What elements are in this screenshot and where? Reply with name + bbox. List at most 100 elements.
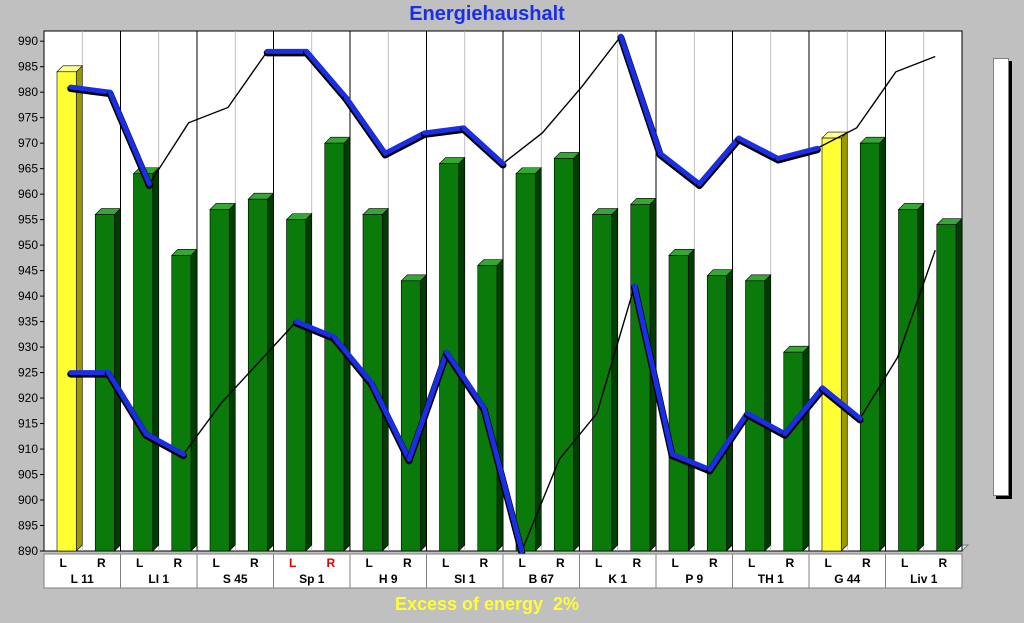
y-tick-label: 970: [18, 136, 38, 150]
y-tick-label: 980: [18, 85, 38, 99]
series-2-ribbon: [406, 349, 450, 462]
bar-side: [534, 167, 542, 552]
y-tick-label: 940: [18, 289, 38, 303]
series-2-ribbon: [782, 385, 825, 437]
bar-side: [611, 207, 619, 552]
bar-side: [726, 268, 733, 552]
bar-th-1-r: [783, 345, 810, 552]
bar-face: [515, 173, 536, 552]
bar-b-67-r: [553, 151, 581, 552]
x-side-label: L: [136, 556, 143, 570]
series-2-ribbon: [444, 349, 487, 411]
series-1-ribbon: [618, 33, 663, 156]
bar-side: [267, 192, 274, 552]
bar-s-45-l: [209, 202, 236, 552]
bar-face: [56, 71, 77, 552]
bar-li-1-r: [171, 248, 198, 552]
bar-face: [553, 158, 574, 552]
bar-side: [955, 218, 963, 552]
x-group-label: Sp 1: [299, 572, 325, 586]
bar-side: [687, 248, 695, 552]
x-group-label: TH 1: [758, 572, 784, 586]
y-tick-label: 985: [18, 60, 38, 74]
bar-face: [477, 265, 498, 552]
bar-face: [783, 351, 804, 552]
bar-p-9-l: [668, 248, 695, 552]
bar-side: [152, 167, 160, 552]
y-tick-label: 905: [18, 468, 38, 482]
y-tick-label: 900: [18, 493, 38, 507]
x-group-label: B 67: [529, 572, 555, 586]
bar-g-44-r: [859, 136, 887, 552]
y-tick-label: 910: [18, 442, 38, 456]
x-side-label: R: [709, 556, 718, 570]
x-side-label: L: [365, 556, 372, 570]
bar-face: [592, 214, 613, 552]
side-scroll-panel[interactable]: [993, 58, 1009, 496]
x-side-label: L: [824, 556, 831, 570]
series-1-ribbon: [421, 125, 467, 136]
series-2-ribbon: [669, 451, 713, 472]
y-tick-label: 975: [18, 111, 38, 125]
bar-face: [706, 275, 727, 552]
series-2-ribbon: [744, 410, 788, 437]
bar-sp-1-l: [285, 212, 313, 552]
y-tick-label: 890: [18, 544, 38, 558]
y-tick-label: 920: [18, 391, 38, 405]
y-tick-label: 930: [18, 340, 38, 354]
bar-l-11-l: [56, 65, 83, 552]
x-side-label: L: [595, 556, 602, 570]
bar-face: [400, 280, 421, 552]
bar-face: [209, 209, 230, 552]
bar-side: [496, 258, 504, 552]
y-tick-label: 990: [18, 34, 38, 48]
bar-face: [821, 137, 842, 552]
x-side-label: L: [518, 556, 525, 570]
series-2-ribbon: [481, 405, 525, 554]
x-group-label: L 11: [71, 572, 94, 586]
bar-face: [630, 204, 651, 552]
y-tick-label: 945: [18, 264, 38, 278]
y-tick-label: 965: [18, 162, 38, 176]
bar-h-9-r: [400, 274, 428, 552]
bar-face: [286, 219, 307, 552]
bar-side: [840, 131, 848, 552]
x-group-label: SI 1: [454, 572, 476, 586]
series-2-ribbon: [143, 431, 187, 457]
bar-side: [228, 202, 236, 552]
bar-face: [247, 198, 268, 552]
x-group-label: G 44: [834, 572, 860, 586]
y-tick-label: 960: [18, 187, 38, 201]
x-group-label: LI 1: [148, 572, 169, 586]
series-2-ribbon: [331, 334, 374, 386]
bar-l-11-r: [94, 207, 122, 552]
x-side-label: R: [862, 556, 871, 570]
x-side-label: L: [442, 556, 449, 570]
y-tick-label: 915: [18, 417, 38, 431]
x-side-label: L: [289, 556, 296, 570]
bar-side: [573, 151, 580, 552]
series-1-ribbon: [775, 145, 820, 161]
series-2-ribbon: [293, 319, 337, 340]
bar-liv-1-r: [936, 218, 963, 552]
series-2-ribbon: [707, 410, 750, 472]
x-side-label: R: [939, 556, 948, 570]
series-2-ribbon: [632, 283, 675, 457]
bar-liv-1-l: [897, 202, 925, 552]
x-side-label: R: [633, 556, 642, 570]
series-1-ribbon: [68, 84, 113, 95]
x-side-label: L: [212, 556, 219, 570]
bar-face: [898, 209, 919, 552]
bar-side: [458, 156, 466, 552]
bar-s-45-r: [247, 192, 275, 552]
bar-face: [171, 255, 192, 552]
x-side-label: L: [59, 556, 66, 570]
y-tick-label: 955: [18, 213, 38, 227]
x-side-label: L: [748, 556, 755, 570]
y-tick-label: 925: [18, 366, 38, 380]
bar-side: [764, 274, 772, 552]
bar-b-67-l: [515, 167, 542, 552]
bar-side: [917, 202, 925, 552]
bar-side: [75, 65, 83, 552]
